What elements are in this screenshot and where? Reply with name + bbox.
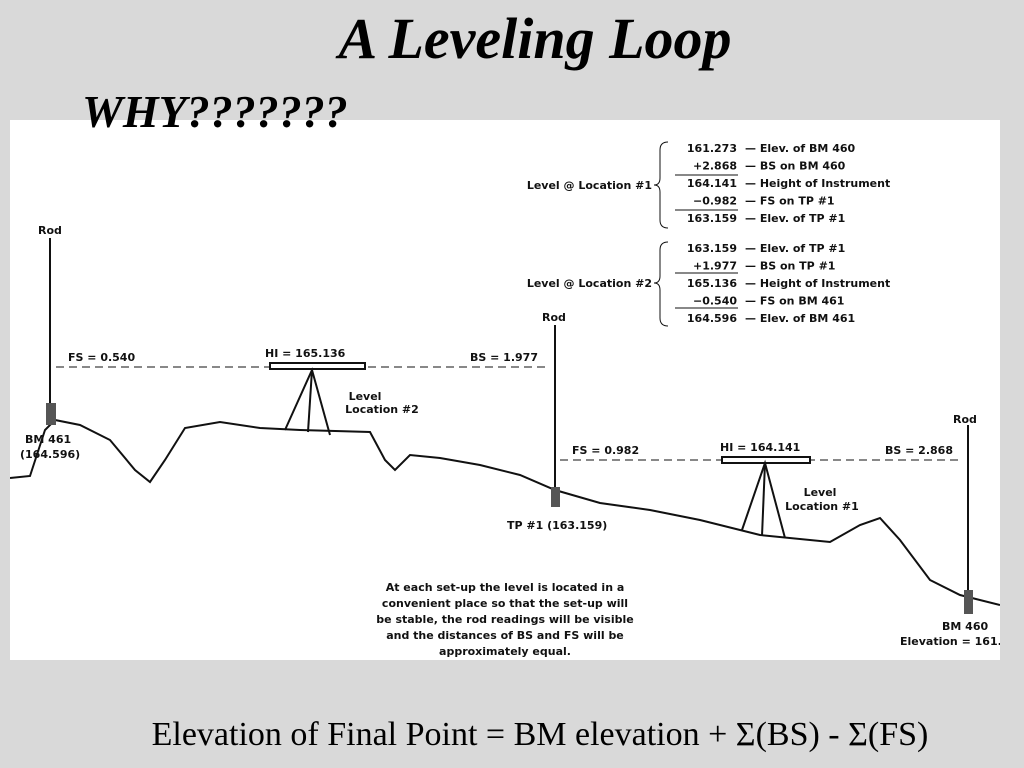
fs-label: FS = 0.982: [572, 444, 639, 457]
calc-value: 163.159: [687, 242, 737, 255]
tp-label: TP #1 (163.159): [507, 519, 607, 532]
calc-description: — Height of Instrument: [745, 277, 890, 290]
bs-label: BS = 1.977: [470, 351, 538, 364]
calc-value: 165.136: [687, 277, 737, 290]
hi-label: HI = 164.141: [720, 441, 800, 454]
level-instrument: [721, 456, 811, 464]
level-label: Level: [804, 486, 837, 499]
rod-label: Rod: [953, 413, 977, 426]
calc-description: — FS on TP #1: [745, 195, 835, 208]
calc-description: — BS on BM 460: [745, 160, 846, 173]
bm-label: BM 460: [942, 620, 988, 633]
calc-description: — FS on BM 461: [745, 295, 844, 308]
note-line: convenient place so that the set-up will: [382, 597, 628, 610]
calc-value: 161.273: [687, 142, 737, 155]
rod-label: Rod: [38, 224, 62, 237]
calc-value: +1.977: [693, 260, 737, 273]
bm-label: BM 461: [25, 433, 71, 446]
brace: [653, 141, 669, 229]
bs-label: BS = 2.868: [885, 444, 953, 457]
calc-value: −0.540: [693, 295, 737, 308]
bm-elevation: (164.596): [20, 448, 80, 461]
calc-label: Level @ Location #2: [527, 277, 652, 290]
subtitle: WHY???????: [82, 86, 348, 137]
note-line: and the distances of BS and FS will be: [386, 629, 624, 642]
hi-label: HI = 165.136: [265, 347, 346, 360]
benchmark: [46, 403, 56, 425]
note-line: be stable, the rod readings will be visi…: [376, 613, 633, 626]
diagram-panel: [10, 120, 1000, 660]
tripod: [307, 369, 313, 433]
title: A Leveling Loop: [335, 6, 731, 71]
level-label: Level: [349, 390, 382, 403]
note-line: approximately equal.: [439, 645, 571, 658]
calc-description: — Elev. of BM 461: [745, 312, 855, 325]
level-label: Location #1: [785, 500, 859, 513]
calc-value: +2.868: [693, 160, 737, 173]
calc-description: — Height of Instrument: [745, 177, 890, 190]
calc-value: −0.982: [693, 195, 737, 208]
formula: Elevation of Final Point = BM elevation …: [152, 716, 929, 753]
calculations: 161.273 — Elev. of BM 460 +2.868 — BS on BM…: [687, 142, 890, 325]
calc-value: 164.141: [687, 177, 737, 190]
calc-description: — Elev. of TP #1: [745, 242, 845, 255]
calc-value: 164.596: [687, 312, 737, 325]
level-instrument: [269, 362, 366, 370]
benchmark: [964, 590, 973, 614]
tripod: [761, 462, 766, 537]
calc-description: — Elev. of BM 460: [745, 142, 855, 155]
calc-description: — Elev. of TP #1: [745, 212, 845, 225]
rod-label: Rod: [542, 311, 566, 324]
calc-value: 163.159: [687, 212, 737, 225]
level-label: Location #2: [345, 403, 419, 416]
fs-label: FS = 0.540: [68, 351, 135, 364]
note-line: At each set-up the level is located in a: [386, 581, 625, 594]
brace: [653, 241, 669, 327]
turning-point: [551, 487, 560, 507]
calc-description: — BS on TP #1: [745, 260, 835, 273]
terrain: [10, 418, 1000, 606]
bm-elevation: Elevation = 161.273: [900, 635, 1024, 648]
diagram: Rod Rod Rod FS = 0.540 HI = 165.136 BS =…: [10, 141, 1024, 658]
calc-label: Level @ Location #1: [527, 179, 652, 192]
